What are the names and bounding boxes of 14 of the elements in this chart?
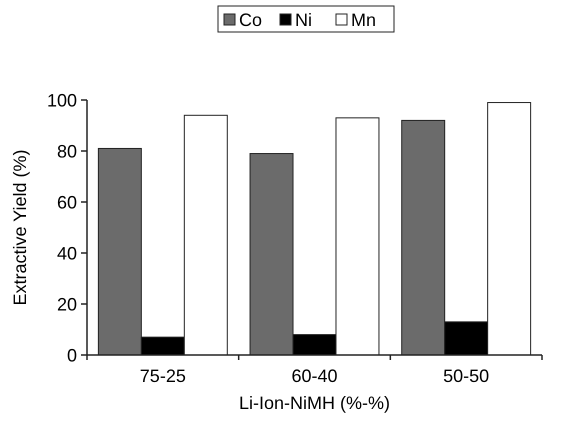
y-tick-label: 0 [66,345,77,366]
y-tick-label: 60 [56,192,77,212]
y-tick-label: 20 [56,294,77,314]
legend-label: Co [239,10,262,30]
x-axis-title: Li-Ion-NiMH (%-%) [238,393,390,413]
x-tick-label: 75-25 [140,366,186,386]
legend-label: Mn [351,10,376,30]
x-tick-label: 50-50 [443,366,490,386]
legend-label: Ni [295,10,312,30]
y-tick-label: 40 [56,243,77,264]
x-tick-label: 60-40 [291,366,338,386]
y-tick-label: 80 [56,141,77,162]
y-axis-title: Extractive Yield (%) [10,149,30,306]
y-tick-label: 100 [46,90,77,110]
